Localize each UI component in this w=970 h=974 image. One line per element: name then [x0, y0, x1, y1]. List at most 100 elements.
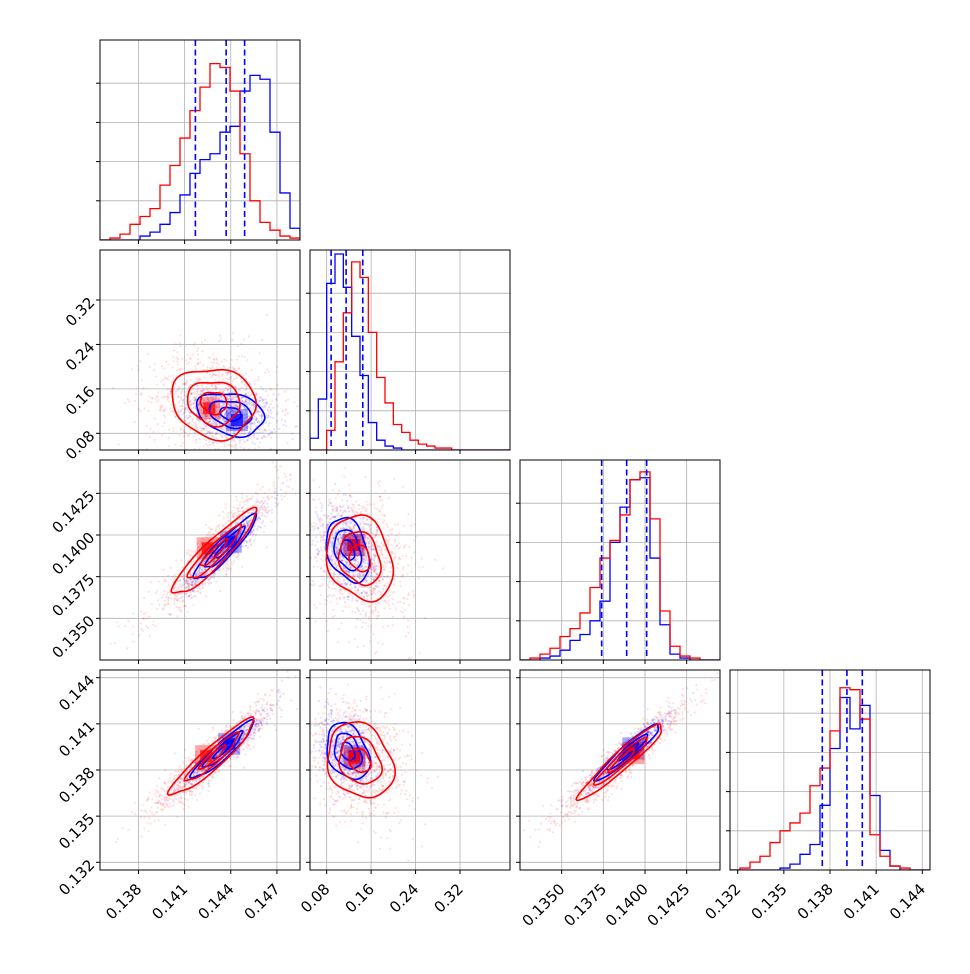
red-sample-point [339, 598, 341, 600]
red-sample-point [373, 503, 375, 505]
red-sample-point [209, 373, 211, 375]
red-sample-point [280, 465, 282, 467]
red-sample-point [402, 555, 404, 557]
red-sample-point [276, 366, 278, 368]
red-sample-point [387, 542, 389, 544]
red-sample-point [315, 607, 317, 609]
red-sample-point [331, 559, 333, 561]
red-sample-point [386, 562, 388, 564]
red-sample-point [355, 626, 357, 628]
red-sample-point [234, 512, 236, 514]
red-sample-point [240, 510, 242, 512]
red-sample-point [405, 555, 407, 557]
blue-sample-point [345, 494, 347, 496]
red-sample-point [164, 600, 166, 602]
red-sample-point [267, 410, 269, 412]
scatter-panel-3-2 [279, 456, 510, 664]
red-sample-point [197, 363, 199, 365]
red-sample-point [233, 378, 235, 380]
blue-sample-point [348, 515, 350, 517]
red-sample-point [237, 519, 239, 521]
blue-sample-point [336, 527, 338, 529]
red-sample-point [179, 345, 181, 347]
red-sample-point [235, 375, 237, 377]
red-sample-point [243, 475, 245, 477]
red-sample-point [376, 574, 378, 576]
red-sample-point [162, 457, 164, 459]
red-sample-point [249, 383, 251, 385]
red-sample-point [321, 575, 323, 577]
red-sample-point [161, 425, 163, 427]
red-sample-point [187, 435, 189, 437]
red-sample-point [348, 484, 350, 486]
red-sample-point [337, 579, 339, 581]
blue-sample-point [262, 431, 264, 433]
blue-sample-point [262, 388, 264, 390]
red-sample-point [117, 625, 119, 627]
red-sample-point [356, 574, 358, 576]
red-sample-point [211, 367, 213, 369]
red-sample-point [161, 597, 163, 599]
blue-sample-point [284, 420, 286, 422]
red-sample-point [174, 574, 176, 576]
red-sample-point [242, 523, 244, 525]
red-sample-point [172, 378, 174, 380]
red-sample-point [157, 599, 159, 601]
red-sample-point [370, 625, 372, 627]
red-sample-point [403, 616, 405, 618]
red-sample-point [137, 365, 139, 367]
red-sample-point [208, 527, 210, 529]
red-sample-point [366, 519, 368, 521]
blue-sample-point [313, 566, 315, 568]
red-sample-point [346, 527, 348, 529]
red-sample-point [235, 404, 237, 406]
red-sample-point [368, 540, 370, 542]
blue-sample-point [225, 570, 227, 572]
red-sample-point [369, 640, 371, 642]
blue-sample-point [247, 547, 249, 549]
red-sample-point [132, 633, 134, 635]
red-sample-point [116, 621, 118, 623]
red-sample-point [184, 592, 186, 594]
red-sample-point [157, 580, 159, 582]
red-sample-point [271, 496, 273, 498]
red-sample-point [245, 400, 247, 402]
red-sample-point [163, 367, 165, 369]
red-sample-point [226, 573, 228, 575]
blue-sample-point [270, 416, 272, 418]
red-sample-point [388, 546, 390, 548]
red-sample-point [137, 369, 139, 371]
blue-sample-point [312, 580, 314, 582]
red-sample-point [241, 497, 243, 499]
red-sample-point [176, 361, 178, 363]
red-sample-point [168, 445, 170, 447]
blue-sample-point [243, 545, 245, 547]
red-sample-point [230, 568, 232, 570]
red-sample-point [226, 562, 228, 564]
red-sample-point [184, 432, 186, 434]
red-sample-point [190, 403, 192, 405]
red-sample-point [257, 529, 259, 531]
red-sample-point [389, 530, 391, 532]
red-sample-point [197, 591, 199, 593]
red-sample-point [189, 550, 191, 552]
red-sample-point [374, 603, 376, 605]
red-sample-point [139, 360, 141, 362]
blue-sample-point [376, 568, 378, 570]
red-sample-point [387, 577, 389, 579]
red-sample-point [240, 343, 242, 345]
red-sample-point [211, 456, 213, 458]
red-sample-point [257, 504, 259, 506]
red-sample-point [344, 467, 346, 469]
red-sample-point [394, 556, 396, 558]
red-sample-point [172, 375, 174, 377]
red-sample-point [349, 494, 351, 496]
red-sample-point [394, 574, 396, 576]
red-sample-point [246, 545, 248, 547]
blue-sample-point [277, 393, 279, 395]
red-sample-point [195, 368, 197, 370]
red-sample-point [195, 424, 197, 426]
blue-sample-point [268, 510, 270, 512]
red-sample-point [347, 595, 349, 597]
red-sample-point [311, 584, 313, 586]
